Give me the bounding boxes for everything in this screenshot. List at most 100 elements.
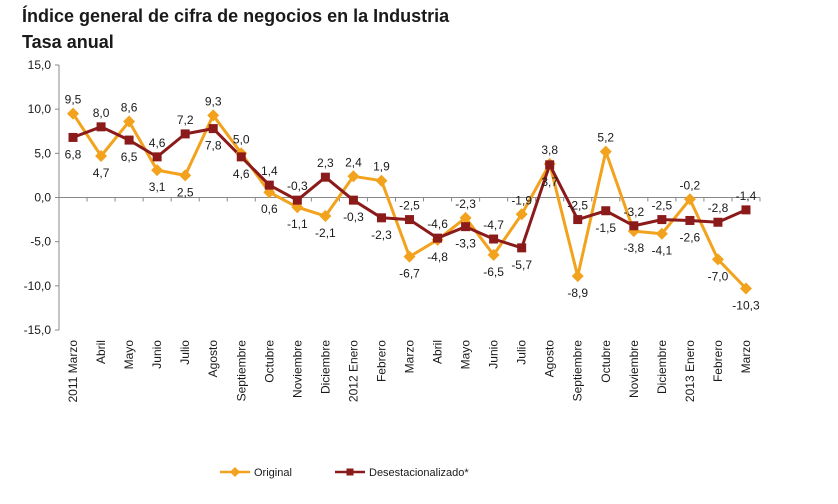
data-label-original: 1,9 [373, 160, 390, 174]
x-tick-label: Agosto [543, 340, 557, 378]
point-desestacionalizado [320, 172, 330, 182]
point-original [319, 210, 332, 223]
point-original [347, 170, 360, 183]
series-line-desestacionalizado [72, 125, 747, 250]
data-label-desestacionalizado: -4,7 [483, 218, 504, 232]
data-label-desestacionalizado: -3,3 [455, 237, 476, 251]
point-desestacionalizado [348, 195, 358, 205]
y-tick-label: 15,0 [28, 58, 52, 72]
x-tick-label: Febrero [711, 340, 725, 382]
data-label-desestacionalizado: -1,5 [595, 221, 616, 235]
data-label-original: -0,2 [680, 178, 701, 192]
point-original [487, 248, 500, 261]
point-original [207, 109, 220, 122]
data-label-desestacionalizado: -5,7 [511, 258, 532, 272]
x-tick-label: Julio [178, 340, 192, 365]
point-desestacionalizado [601, 206, 611, 216]
x-tick-label: Marzo [403, 340, 417, 374]
point-desestacionalizado [517, 243, 527, 253]
data-label-original: -4,8 [427, 250, 448, 264]
data-label-original: 3,1 [149, 180, 166, 194]
data-label-desestacionalizado: -2,5 [399, 199, 420, 213]
point-original [95, 149, 108, 162]
data-label-original: -6,5 [483, 265, 504, 279]
data-label-desestacionalizado: -1,4 [736, 189, 757, 203]
point-desestacionalizado [96, 122, 106, 132]
point-desestacionalizado [405, 215, 414, 225]
legend-label-desestacionalizado: Desestacionalizado* [369, 467, 469, 479]
point-desestacionalizado [376, 213, 386, 223]
x-tick-label: Marzo [739, 340, 753, 374]
point-desestacionalizado [461, 222, 471, 232]
x-tick-label: Septiembre [234, 340, 248, 402]
data-label-original: -3,8 [623, 241, 644, 255]
point-original [739, 282, 752, 295]
point-desestacionalizado [685, 215, 695, 225]
x-tick-label: Febrero [374, 340, 388, 382]
chart-subtitle: Tasa anual [22, 32, 114, 52]
data-label-original: -1,1 [287, 217, 308, 231]
data-label-desestacionalizado: 4,6 [233, 167, 250, 181]
point-original [655, 227, 668, 240]
data-label-desestacionalizado: -2,6 [680, 230, 701, 244]
point-original [67, 107, 80, 120]
chart-title: Índice general de cifra de negocios en l… [22, 6, 450, 26]
legend: Original Desestacionalizado* [220, 467, 469, 479]
data-label-original: 8,6 [121, 101, 138, 115]
point-desestacionalizado [657, 215, 667, 225]
data-label-original: -2,3 [455, 197, 476, 211]
data-label-original: -2,1 [315, 226, 336, 240]
point-original [375, 174, 388, 187]
x-tick-label: 2012 Enero [346, 340, 360, 402]
x-tick-label: Abril [431, 340, 445, 364]
data-label-original: -4,1 [652, 244, 673, 258]
data-label-desestacionalizado: -4,6 [427, 217, 448, 231]
x-tick-label: Mayo [122, 340, 136, 370]
data-label-original: 2,4 [345, 155, 362, 169]
data-label-desestacionalizado: -2,8 [708, 201, 729, 215]
x-tick-label: Octubre [599, 340, 613, 383]
data-label-desestacionalizado: -0,3 [287, 179, 308, 193]
point-desestacionalizado [180, 129, 190, 139]
data-label-desestacionalizado: 6,5 [121, 150, 138, 164]
data-label-original: 2,5 [177, 185, 194, 199]
point-desestacionalizado [545, 160, 555, 170]
data-label-original: -8,9 [567, 286, 588, 300]
data-label-desestacionalizado: -2,3 [371, 228, 392, 242]
point-desestacionalizado [489, 234, 499, 244]
point-original [123, 115, 136, 128]
data-label-original: 3,8 [541, 143, 558, 157]
data-label-original: 5,2 [597, 131, 614, 145]
x-tick-label: Noviembre [290, 340, 304, 398]
y-tick-label: 5,0 [34, 146, 51, 160]
data-label-desestacionalizado: 7,2 [177, 113, 194, 127]
point-original [179, 169, 192, 182]
data-label-original: -1,9 [511, 193, 532, 207]
x-tick-label: Mayo [459, 340, 473, 370]
point-original [459, 211, 472, 224]
x-tick-label: Septiembre [571, 340, 585, 402]
x-tick-label: Junio [150, 340, 164, 369]
y-tick-label: -15,0 [24, 323, 52, 337]
point-original [571, 270, 584, 283]
x-tick-label: 2013 Enero [683, 340, 697, 402]
point-desestacionalizado [292, 195, 302, 205]
y-tick-label: -5,0 [30, 235, 51, 249]
y-tick-label: -10,0 [24, 279, 52, 293]
data-label-desestacionalizado: 1,4 [261, 164, 278, 178]
x-tick-label: Agosto [206, 340, 220, 378]
legend-marker-original [230, 467, 240, 477]
point-original [151, 164, 164, 177]
legend-marker-desestacionalizado [346, 468, 354, 476]
data-label-original: -10,3 [732, 298, 760, 312]
x-tick-label: Noviembre [627, 340, 641, 398]
point-desestacionalizado [713, 217, 723, 227]
data-label-desestacionalizado: -3,2 [623, 205, 644, 219]
data-label-desestacionalizado: 4,6 [149, 136, 166, 150]
data-label-desestacionalizado: 3,7 [541, 175, 558, 189]
x-tick-label: Diciembre [655, 340, 669, 394]
data-label-original: 9,3 [205, 94, 222, 108]
data-label-desestacionalizado: 8,0 [93, 106, 110, 120]
point-desestacionalizado [264, 180, 274, 190]
data-label-desestacionalizado: -2,5 [567, 199, 588, 213]
